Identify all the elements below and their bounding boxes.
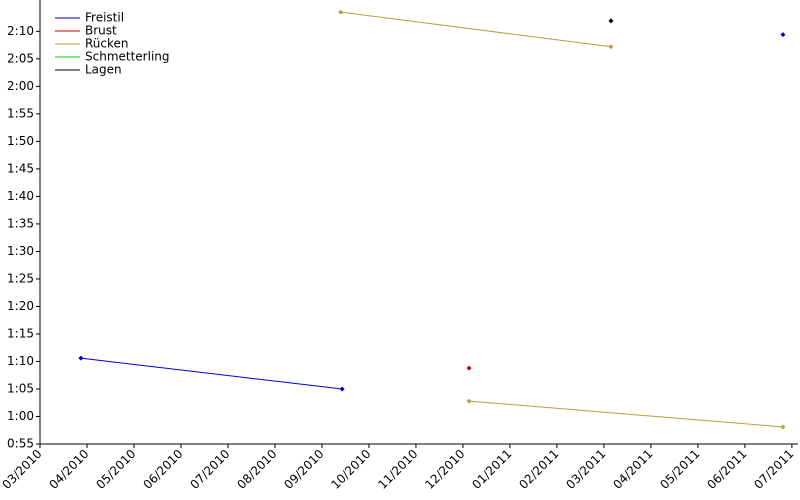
legend-label: Freistil [85,11,124,25]
x-tick-label: 10/2010 [328,447,373,492]
point-marker [780,32,786,38]
y-tick-label: 0:55 [7,437,34,451]
point-marker [466,365,472,371]
x-tick-label: 02/2011 [516,447,561,492]
y-tick-label: 2:10 [7,24,34,38]
legend-label: Schmetterling [85,50,170,64]
x-tick-label: 12/2010 [422,447,467,492]
x-tick-label: 05/2011 [657,447,702,492]
x-tick-label: 03/2011 [563,447,608,492]
point-marker [608,18,614,24]
y-tick-label: 1:45 [7,161,34,175]
legend-label: Rücken [85,37,129,51]
point-marker [339,386,345,392]
y-tick-label: 1:35 [7,216,34,230]
point-marker [78,355,84,361]
series-line [340,11,784,428]
legend-label: Brust [85,24,117,38]
y-tick-label: 2:05 [7,51,34,65]
y-tick-label: 1:00 [7,409,34,423]
x-tick-label: 08/2010 [234,447,279,492]
x-tick-label: 05/2010 [93,447,138,492]
x-tick-label: 11/2010 [375,447,420,492]
y-tick-label: 2:00 [7,79,34,93]
y-tick-label: 1:50 [7,134,34,148]
x-tick-label: 04/2011 [610,447,655,492]
y-tick-label: 1:15 [7,326,34,340]
x-tick-label: 09/2010 [281,447,326,492]
x-tick-label: 07/2011 [751,447,796,492]
point-marker [338,9,344,15]
x-tick-label: 06/2011 [704,447,749,492]
y-tick-label: 1:55 [7,106,34,120]
y-tick-label: 1:25 [7,271,34,285]
y-tick-label: 1:10 [7,354,34,368]
point-marker [608,44,614,50]
point-marker [780,424,786,430]
x-tick-label: 06/2010 [140,447,185,492]
legend-label: Lagen [85,63,122,77]
y-tick-label: 1:05 [7,381,34,395]
x-tick-label: 01/2011 [469,447,514,492]
point-marker [466,398,472,404]
y-tick-label: 1:20 [7,299,34,313]
y-tick-label: 1:40 [7,189,34,203]
x-tick-label: 07/2010 [187,447,232,492]
series-line [81,35,783,389]
x-tick-label: 04/2010 [46,447,91,492]
x-tick-label: 03/2010 [0,447,45,492]
y-tick-label: 1:30 [7,244,34,258]
